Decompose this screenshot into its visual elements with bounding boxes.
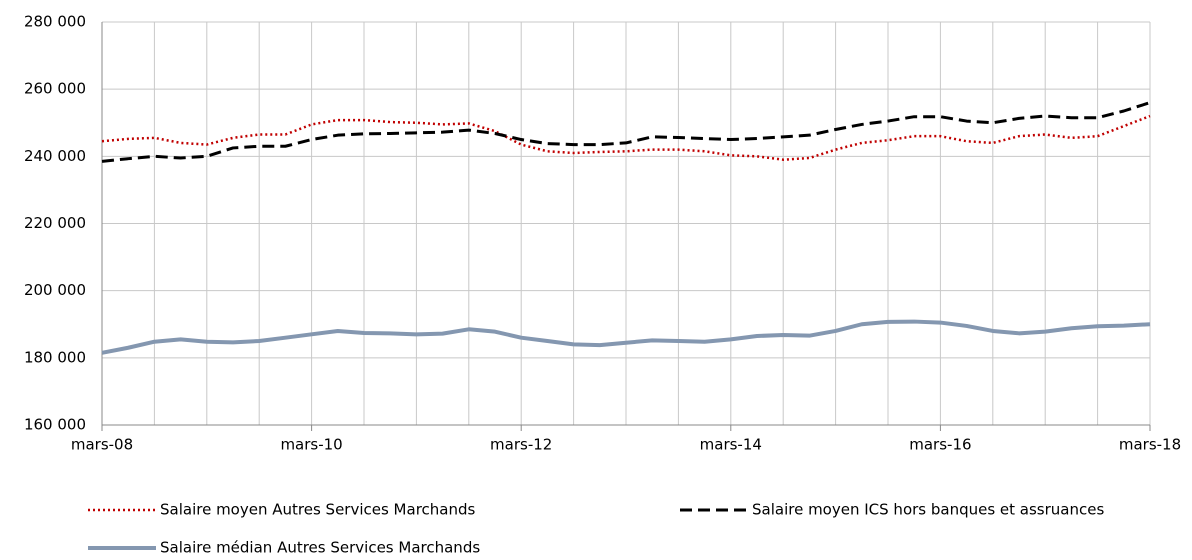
legend-label: Salaire moyen Autres Services Marchands [160,501,476,519]
x-tick-label: mars-08 [71,436,133,454]
x-tick-label: mars-14 [700,436,762,454]
x-tick-label: mars-16 [909,436,971,454]
y-tick-label: 220 000 [24,214,86,232]
y-tick-label: 240 000 [24,147,86,165]
y-tick-label: 160 000 [24,416,86,434]
series-line [101,114,1151,161]
y-tick-label: 260 000 [24,80,86,98]
y-tick-label: 200 000 [24,281,86,299]
series-line [101,101,1151,163]
x-tick-label: mars-18 [1119,436,1181,454]
legend-label: Salaire médian Autres Services Marchands [160,539,480,557]
x-tick-label: mars-12 [490,436,552,454]
x-tick-label: mars-10 [280,436,342,454]
series-line [101,319,1151,355]
y-tick-label: 180 000 [24,348,86,366]
legend-label: Salaire moyen ICS hors banques et assrua… [752,501,1104,519]
y-tick-label: 280 000 [24,13,86,31]
